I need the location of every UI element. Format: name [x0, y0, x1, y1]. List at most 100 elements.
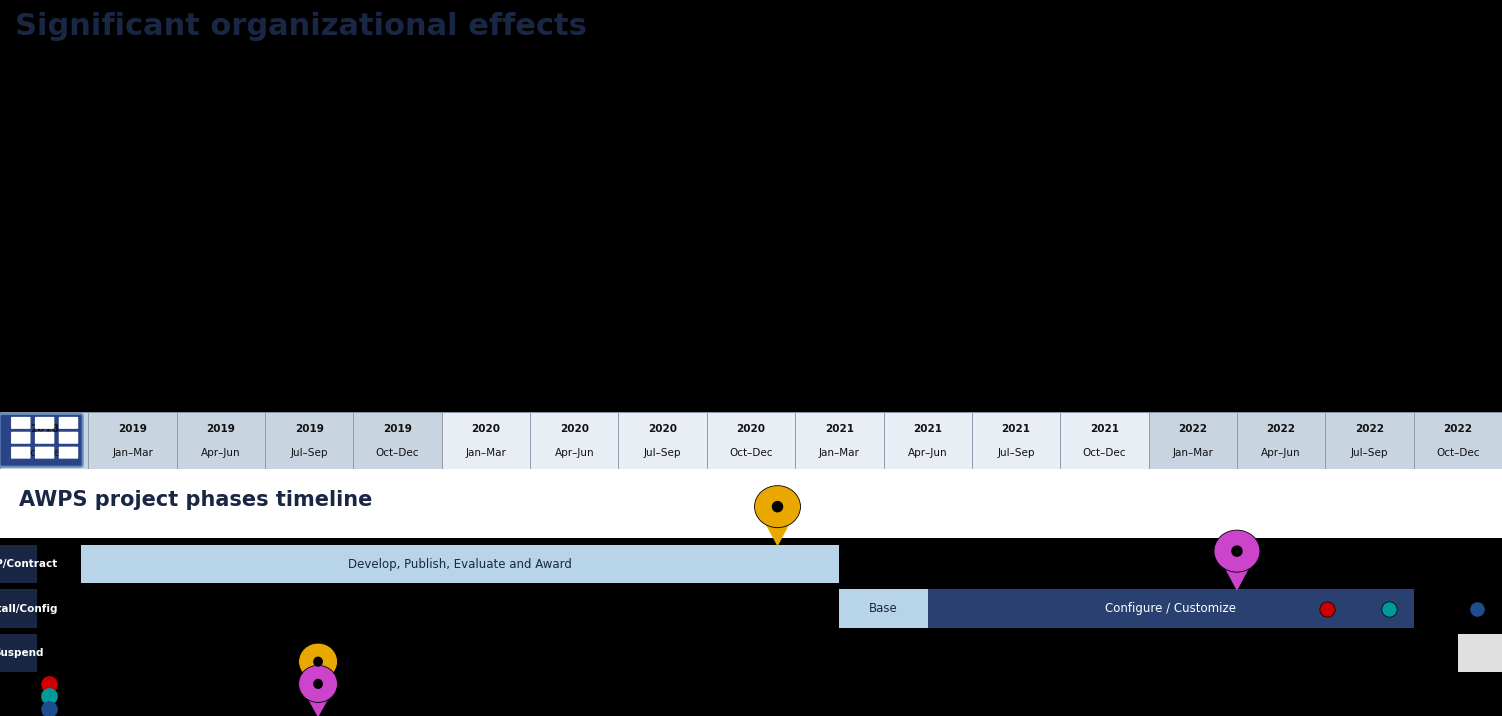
Bar	[1325, 412, 1413, 469]
FancyBboxPatch shape	[11, 432, 30, 444]
Bar	[177, 412, 264, 469]
Bar	[1458, 634, 1502, 672]
Bar	[81, 545, 840, 584]
Bar	[795, 412, 883, 469]
Text: Jan–Mar: Jan–Mar	[466, 448, 506, 458]
Ellipse shape	[299, 665, 338, 702]
Bar	[530, 412, 619, 469]
Ellipse shape	[1178, 408, 1208, 430]
Text: Oct–Dec: Oct–Dec	[376, 448, 419, 458]
Text: Start of labour dispute: Start of labour dispute	[795, 244, 918, 254]
Text: Apr–Jun: Apr–Jun	[1262, 448, 1301, 458]
Bar	[0, 469, 1502, 538]
Text: Start of the pandemic: Start of the pandemic	[356, 232, 475, 242]
Text: Jul–Sep: Jul–Sep	[997, 448, 1035, 458]
FancyBboxPatch shape	[59, 447, 78, 459]
Ellipse shape	[1232, 546, 1242, 557]
Ellipse shape	[1266, 408, 1296, 430]
Ellipse shape	[299, 643, 338, 680]
Text: Establishment of centralized Portfolio and Project
Management team: Establishment of centralized Portfolio a…	[472, 54, 740, 77]
Text: Release of Strategic Plan 2022–24
Launch of Integrated Planning Exercise 2023–24: Release of Strategic Plan 2022–24 Launch…	[1140, 5, 1403, 28]
Bar	[0, 589, 38, 628]
Text: Base: Base	[870, 602, 898, 615]
Text: 2019: 2019	[206, 424, 236, 434]
Text: Jan–Mar: Jan–Mar	[819, 448, 859, 458]
Text: 2021: 2021	[1002, 424, 1030, 434]
Text: 2020: 2020	[472, 424, 500, 434]
Ellipse shape	[314, 657, 323, 667]
FancyBboxPatch shape	[35, 447, 54, 459]
Text: 2018: 2018	[30, 424, 59, 434]
Text: Configure / Customize: Configure / Customize	[1105, 602, 1236, 615]
Text: Kick off for transformation initiative: Kick off for transformation initiative	[768, 170, 961, 180]
Text: Naming of new AG: Naming of new AG	[463, 178, 563, 188]
Polygon shape	[1223, 561, 1251, 589]
Bar	[0, 634, 38, 672]
Bar	[840, 589, 928, 628]
Ellipse shape	[1214, 530, 1260, 572]
Ellipse shape	[314, 679, 323, 689]
Bar	[619, 412, 707, 469]
Bar	[883, 412, 972, 469]
FancyBboxPatch shape	[35, 432, 54, 444]
Polygon shape	[305, 671, 330, 694]
Ellipse shape	[1398, 408, 1428, 430]
Text: Significant organizational effects: Significant organizational effects	[15, 12, 587, 42]
Text: 2019: 2019	[119, 424, 147, 434]
Text: Oct–Dec: Oct–Dec	[730, 448, 772, 458]
Text: Launch of Tier 2 governance committee: Launch of Tier 2 governance committee	[1053, 92, 1271, 102]
Ellipse shape	[736, 408, 766, 430]
Text: AWPS project phases timeline: AWPS project phases timeline	[20, 490, 372, 510]
Ellipse shape	[957, 408, 987, 430]
Text: 2020: 2020	[649, 424, 677, 434]
Bar	[1413, 412, 1502, 469]
Text: RFP/Contract: RFP/Contract	[0, 559, 57, 569]
Bar	[442, 412, 530, 469]
FancyBboxPatch shape	[59, 432, 78, 444]
Text: 2022: 2022	[1266, 424, 1296, 434]
Text: Jan–Mar: Jan–Mar	[1173, 448, 1214, 458]
Text: Oct–Dec: Oct–Dec	[1436, 448, 1479, 458]
FancyBboxPatch shape	[11, 447, 30, 459]
Text: Teammate extends support to 2025: Teammate extends support to 2025	[987, 133, 1182, 143]
Bar	[928, 589, 1413, 628]
Text: 2020: 2020	[560, 424, 589, 434]
Text: Apr–Jun: Apr–Jun	[554, 448, 595, 458]
Text: 2022: 2022	[1178, 424, 1208, 434]
Text: Jul–Sep: Jul–Sep	[1350, 448, 1388, 458]
FancyBboxPatch shape	[11, 417, 30, 429]
Text: Jul–Sep: Jul–Sep	[644, 448, 682, 458]
Ellipse shape	[559, 408, 590, 430]
Ellipse shape	[754, 485, 801, 528]
Bar	[0, 412, 89, 469]
FancyBboxPatch shape	[35, 417, 54, 429]
Text: Suspend: Suspend	[0, 648, 44, 658]
Text: 2019: 2019	[294, 424, 323, 434]
Text: 2019: 2019	[383, 424, 412, 434]
Bar	[0, 545, 38, 584]
Bar	[972, 412, 1060, 469]
Bar	[1060, 412, 1149, 469]
Bar	[1149, 412, 1238, 469]
FancyBboxPatch shape	[59, 417, 78, 429]
Text: Oct–Dec: Oct–Dec	[1083, 448, 1126, 458]
Bar	[353, 412, 442, 469]
Text: Jan–Mar: Jan–Mar	[113, 448, 153, 458]
Polygon shape	[763, 517, 793, 545]
Bar	[707, 412, 795, 469]
Text: Jul–Sep: Jul–Sep	[290, 448, 327, 458]
Text: Apr–Jun: Apr–Jun	[907, 448, 948, 458]
Ellipse shape	[470, 408, 502, 430]
Ellipse shape	[29, 408, 60, 430]
Text: Develop, Publish, Evaluate and Award: Develop, Publish, Evaluate and Award	[348, 558, 572, 571]
Text: Apr–Jun: Apr–Jun	[201, 448, 240, 458]
Bar	[1238, 412, 1325, 469]
Bar	[89, 412, 177, 469]
Ellipse shape	[772, 501, 783, 513]
Ellipse shape	[912, 408, 943, 430]
Text: 2022: 2022	[1355, 424, 1383, 434]
Text: 2021: 2021	[825, 424, 853, 434]
Text: 2020: 2020	[736, 424, 766, 434]
Text: 2021: 2021	[1090, 424, 1119, 434]
Text: Install/Config: Install/Config	[0, 604, 57, 614]
